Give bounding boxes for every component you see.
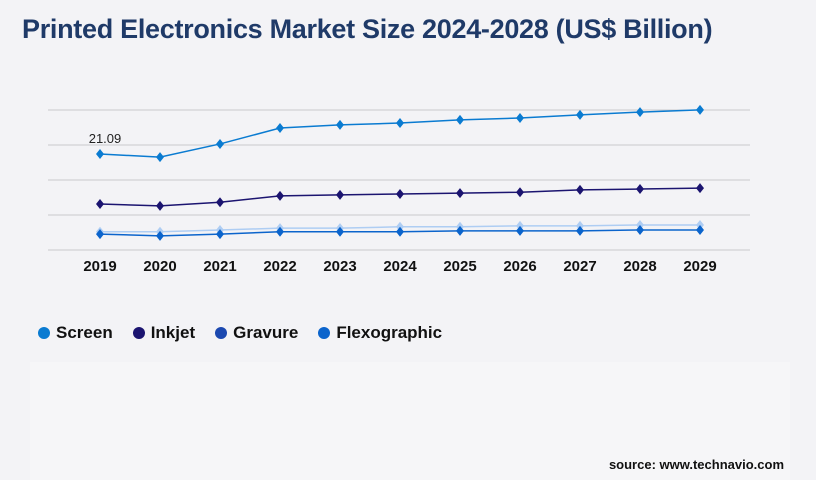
data-point-flexographic: [516, 225, 524, 236]
legend-label: Inkjet: [150, 323, 196, 342]
data-point-screen: [636, 107, 644, 118]
x-tick-label: 2023: [323, 258, 356, 275]
data-point-inkjet: [216, 197, 224, 208]
series-line-screen: [99, 109, 701, 158]
x-tick-label: 2019: [83, 258, 116, 275]
chart-title: Printed Electronics Market Size 2024-202…: [22, 14, 713, 44]
x-tick-label: 2022: [263, 258, 296, 275]
data-point-screen: [396, 118, 404, 129]
data-point-flexographic: [636, 224, 644, 235]
data-point-gravure: [396, 221, 404, 232]
source-note: source: www.technavio.com: [608, 457, 784, 472]
legend: Screen Inkjet Gravure Flexographic: [38, 323, 442, 343]
data-point-screen: [96, 149, 104, 160]
data-point-inkjet: [576, 184, 584, 195]
data-point-flexographic: [396, 226, 404, 237]
x-tick-label: 2028: [623, 258, 656, 275]
data-point-screen: [516, 113, 524, 124]
x-tick-label: 2021: [203, 258, 236, 275]
x-tick-label: 2027: [563, 258, 596, 275]
legend-item-gravure: Gravure: [215, 323, 298, 343]
legend-item-inkjet: Inkjet: [132, 323, 196, 343]
data-point-screen: [216, 138, 224, 149]
data-point-screen: [336, 119, 344, 130]
x-tick-label: 2029: [683, 258, 716, 275]
data-point-inkjet: [96, 199, 104, 210]
data-point-flexographic: [96, 229, 104, 240]
legend-label: Screen: [56, 323, 113, 342]
data-point-inkjet: [636, 184, 644, 195]
data-point-inkjet: [336, 189, 344, 200]
data-point-screen: [456, 114, 464, 125]
legend-item-screen: Screen: [38, 323, 113, 343]
data-point-flexographic: [696, 224, 704, 235]
data-point-screen: [276, 123, 284, 134]
legend-marker: [215, 327, 228, 339]
data-point-inkjet: [696, 183, 704, 194]
data-point-screen: [156, 152, 164, 163]
data-point-flexographic: [216, 229, 224, 240]
data-point-screen: [576, 109, 584, 120]
x-tick-label: 2020: [143, 258, 176, 275]
data-point-gravure: [696, 219, 704, 230]
data-point-gravure: [516, 220, 524, 231]
data-point-flexographic: [336, 226, 344, 237]
legend-marker: [38, 327, 50, 339]
legend-label: Gravure: [233, 323, 299, 342]
legend-marker: [132, 327, 145, 339]
data-point-inkjet: [156, 200, 164, 211]
data-point-flexographic: [576, 225, 584, 236]
x-tick-label: 2026: [503, 258, 536, 275]
x-tick-label: 2024: [383, 258, 417, 275]
data-point-inkjet: [396, 189, 404, 200]
x-tick-label: 2025: [443, 258, 476, 275]
data-point-gravure: [576, 220, 584, 231]
data-label: 21.09: [89, 131, 122, 146]
data-point-flexographic: [456, 225, 464, 236]
line-chart: 2019 2020 2021 2022 2023 2024 2025 2026 2027 2028…: [48, 104, 750, 275]
data-point-flexographic: [156, 230, 164, 241]
data-point-gravure: [636, 219, 644, 230]
data-point-inkjet: [456, 188, 464, 199]
legend-label: Flexographic: [336, 323, 443, 342]
data-point-inkjet: [276, 190, 284, 201]
data-point-inkjet: [516, 187, 524, 198]
data-point-flexographic: [276, 226, 284, 237]
lower-panel: [30, 362, 790, 480]
data-point-screen: [696, 104, 704, 115]
legend-item-flexographic: Flexographic: [318, 323, 442, 343]
legend-marker: [318, 327, 331, 339]
